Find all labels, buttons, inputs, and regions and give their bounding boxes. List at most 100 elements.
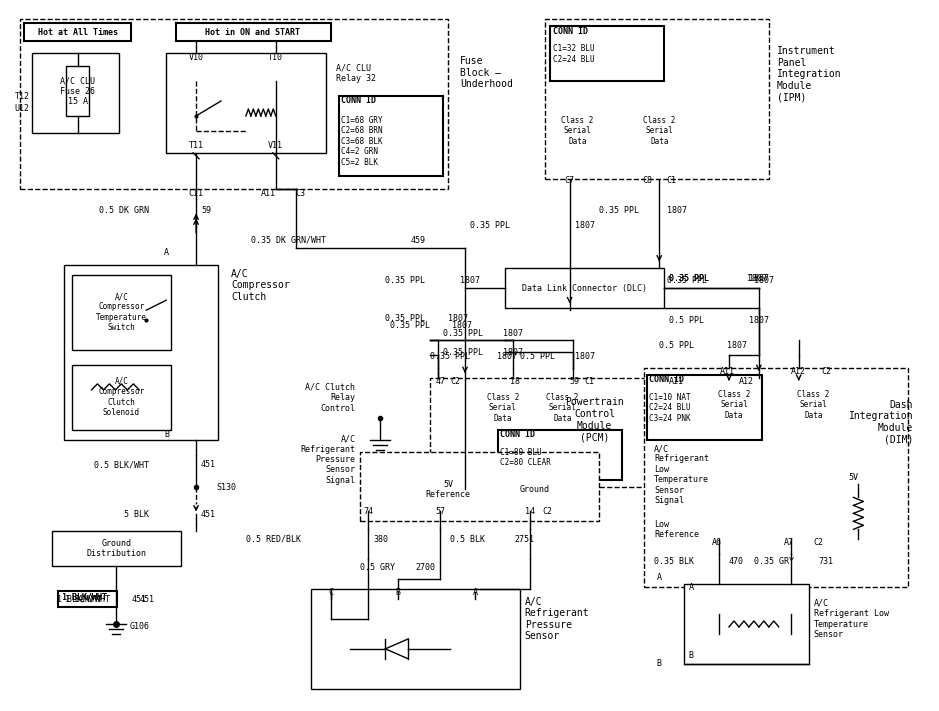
Bar bbox=[644, 368, 908, 587]
Text: 0.35 PPL: 0.35 PPL bbox=[430, 353, 470, 361]
Text: 0.35 PPL: 0.35 PPL bbox=[385, 314, 425, 323]
Bar bbox=[498, 429, 623, 479]
Text: A7: A7 bbox=[784, 538, 793, 547]
Text: C11: C11 bbox=[189, 189, 204, 198]
Text: C8: C8 bbox=[642, 176, 653, 185]
Text: A/C
Refrigerant
Low
Temperature
Sensor
Signal: A/C Refrigerant Low Temperature Sensor S… bbox=[654, 444, 709, 505]
Text: 18: 18 bbox=[510, 378, 520, 386]
Text: Class 2
Serial
Data: Class 2 Serial Data bbox=[643, 116, 675, 146]
Text: 451: 451 bbox=[139, 594, 154, 604]
Text: 0.35 PPL: 0.35 PPL bbox=[599, 206, 639, 215]
Text: 380: 380 bbox=[374, 535, 389, 544]
Text: C1: C1 bbox=[585, 378, 594, 386]
Text: 0.35 PPL: 0.35 PPL bbox=[670, 274, 709, 283]
Text: Fuse
Block –
Underhood: Fuse Block – Underhood bbox=[460, 56, 513, 90]
Text: 0.35 PPL: 0.35 PPL bbox=[670, 274, 709, 283]
Text: Class 2
Serial
Data: Class 2 Serial Data bbox=[717, 390, 750, 419]
Text: 459: 459 bbox=[410, 236, 425, 245]
Text: 0.5 RED/BLK: 0.5 RED/BLK bbox=[246, 535, 300, 544]
Text: 1807: 1807 bbox=[575, 353, 594, 361]
Text: 1 BLK/WHT: 1 BLK/WHT bbox=[62, 592, 107, 602]
Text: 0.35 PPL: 0.35 PPL bbox=[391, 321, 430, 330]
Text: 1 BLK/WHT: 1 BLK/WHT bbox=[65, 594, 110, 604]
Bar bbox=[71, 365, 171, 429]
Text: A/C CLU
Fuse 26
15 A: A/C CLU Fuse 26 15 A bbox=[60, 76, 95, 106]
Text: 451: 451 bbox=[201, 510, 216, 519]
Text: 5V
Reference: 5V Reference bbox=[425, 480, 470, 499]
Text: 1807: 1807 bbox=[452, 321, 472, 330]
Text: Ground
Distribution: Ground Distribution bbox=[86, 538, 146, 558]
Text: 1807: 1807 bbox=[668, 206, 687, 215]
Text: Class 2
Serial
Data: Class 2 Serial Data bbox=[546, 393, 578, 423]
Text: Powertrain
Control
Module
(PCM): Powertrain Control Module (PCM) bbox=[565, 397, 623, 442]
Text: A: A bbox=[164, 248, 169, 257]
Text: 0.35 BLK: 0.35 BLK bbox=[654, 557, 694, 566]
Text: 2751: 2751 bbox=[515, 535, 535, 544]
Text: B: B bbox=[688, 651, 694, 661]
Text: 0.35 PPL: 0.35 PPL bbox=[443, 328, 483, 338]
Text: 1807: 1807 bbox=[747, 274, 767, 283]
Text: CONN ID: CONN ID bbox=[341, 97, 376, 105]
Text: 0.5 BLK: 0.5 BLK bbox=[450, 535, 485, 544]
Bar bbox=[505, 268, 664, 308]
Text: U12: U12 bbox=[15, 105, 30, 114]
Text: C2: C2 bbox=[543, 507, 553, 516]
Text: Data Link Connector (DLC): Data Link Connector (DLC) bbox=[522, 284, 647, 293]
Text: 1807: 1807 bbox=[749, 316, 769, 325]
Text: 451: 451 bbox=[201, 460, 216, 469]
Text: A/C CLU
Relay 32: A/C CLU Relay 32 bbox=[335, 63, 376, 82]
Text: C2: C2 bbox=[450, 378, 460, 386]
Text: 74: 74 bbox=[363, 507, 374, 516]
Bar bbox=[166, 53, 326, 153]
Text: 1807: 1807 bbox=[727, 341, 747, 350]
Text: CONN ID: CONN ID bbox=[649, 375, 685, 385]
Text: A/C
Compressor
Clutch
Solenoid: A/C Compressor Clutch Solenoid bbox=[99, 377, 145, 417]
Text: 0.5 PPL: 0.5 PPL bbox=[520, 353, 555, 361]
Text: 57: 57 bbox=[435, 507, 445, 516]
Text: 5 BLK: 5 BLK bbox=[124, 510, 149, 519]
Text: T11: T11 bbox=[189, 141, 204, 150]
Text: C1=68 GRY
C2=68 BRN
C3=68 BLK
C4=2 GRN
C5=2 BLK: C1=68 GRY C2=68 BRN C3=68 BLK C4=2 GRN C… bbox=[341, 116, 382, 166]
Text: A12: A12 bbox=[792, 368, 807, 376]
Bar bbox=[23, 23, 131, 41]
Text: A/C
Compressor
Temperature
Switch: A/C Compressor Temperature Switch bbox=[96, 292, 146, 332]
Text: Instrument
Panel
Integration
Module
(IPM): Instrument Panel Integration Module (IPM… bbox=[777, 46, 841, 102]
Bar bbox=[549, 26, 664, 81]
Text: C2: C2 bbox=[822, 368, 832, 376]
Text: A/C
Refrigerant
Pressure
Sensor
Signal: A/C Refrigerant Pressure Sensor Signal bbox=[300, 434, 356, 485]
Text: 1 BLK/WHT: 1 BLK/WHT bbox=[62, 592, 107, 602]
Text: S130: S130 bbox=[216, 483, 236, 492]
Text: C7: C7 bbox=[564, 176, 575, 185]
Text: T12: T12 bbox=[15, 92, 30, 100]
Text: 1807: 1807 bbox=[460, 276, 480, 285]
Text: Hot at All Times: Hot at All Times bbox=[38, 28, 117, 37]
Bar bbox=[177, 23, 331, 41]
Text: 1807: 1807 bbox=[503, 328, 523, 338]
Text: A11: A11 bbox=[670, 378, 685, 386]
Text: 5V: 5V bbox=[849, 473, 858, 482]
Text: 0.5 DK GRN: 0.5 DK GRN bbox=[100, 206, 149, 215]
Text: 451: 451 bbox=[131, 594, 146, 604]
Text: C1=80 BLU
C2=80 CLEAR: C1=80 BLU C2=80 CLEAR bbox=[500, 448, 551, 467]
Bar bbox=[361, 451, 599, 521]
Text: 0.35 PPL: 0.35 PPL bbox=[385, 276, 425, 285]
Text: Dash
Integration
Module
(DIM): Dash Integration Module (DIM) bbox=[849, 400, 914, 444]
Text: A11: A11 bbox=[719, 368, 734, 376]
Bar bbox=[339, 96, 443, 176]
Text: V11: V11 bbox=[269, 141, 284, 150]
Text: A: A bbox=[656, 572, 662, 582]
Text: A6: A6 bbox=[712, 538, 722, 547]
Bar bbox=[311, 589, 520, 689]
Text: Class 2
Serial
Data: Class 2 Serial Data bbox=[486, 393, 519, 423]
Text: A/C Clutch
Relay
Control: A/C Clutch Relay Control bbox=[305, 383, 356, 412]
Bar bbox=[430, 378, 664, 488]
Bar bbox=[545, 19, 769, 178]
Text: C1=10 NAT
C2=24 BLU
C3=24 PNK: C1=10 NAT C2=24 BLU C3=24 PNK bbox=[649, 393, 691, 422]
Text: C1=32 BLU
C2=24 BLU: C1=32 BLU C2=24 BLU bbox=[553, 44, 594, 63]
Text: 0.35 DK GRN/WHT: 0.35 DK GRN/WHT bbox=[251, 236, 326, 245]
Text: B: B bbox=[656, 659, 662, 668]
Text: 47: 47 bbox=[435, 378, 445, 386]
Text: G106: G106 bbox=[130, 622, 149, 631]
Text: A: A bbox=[472, 587, 477, 597]
Text: 1 BLK/WHT: 1 BLK/WHT bbox=[56, 594, 101, 604]
